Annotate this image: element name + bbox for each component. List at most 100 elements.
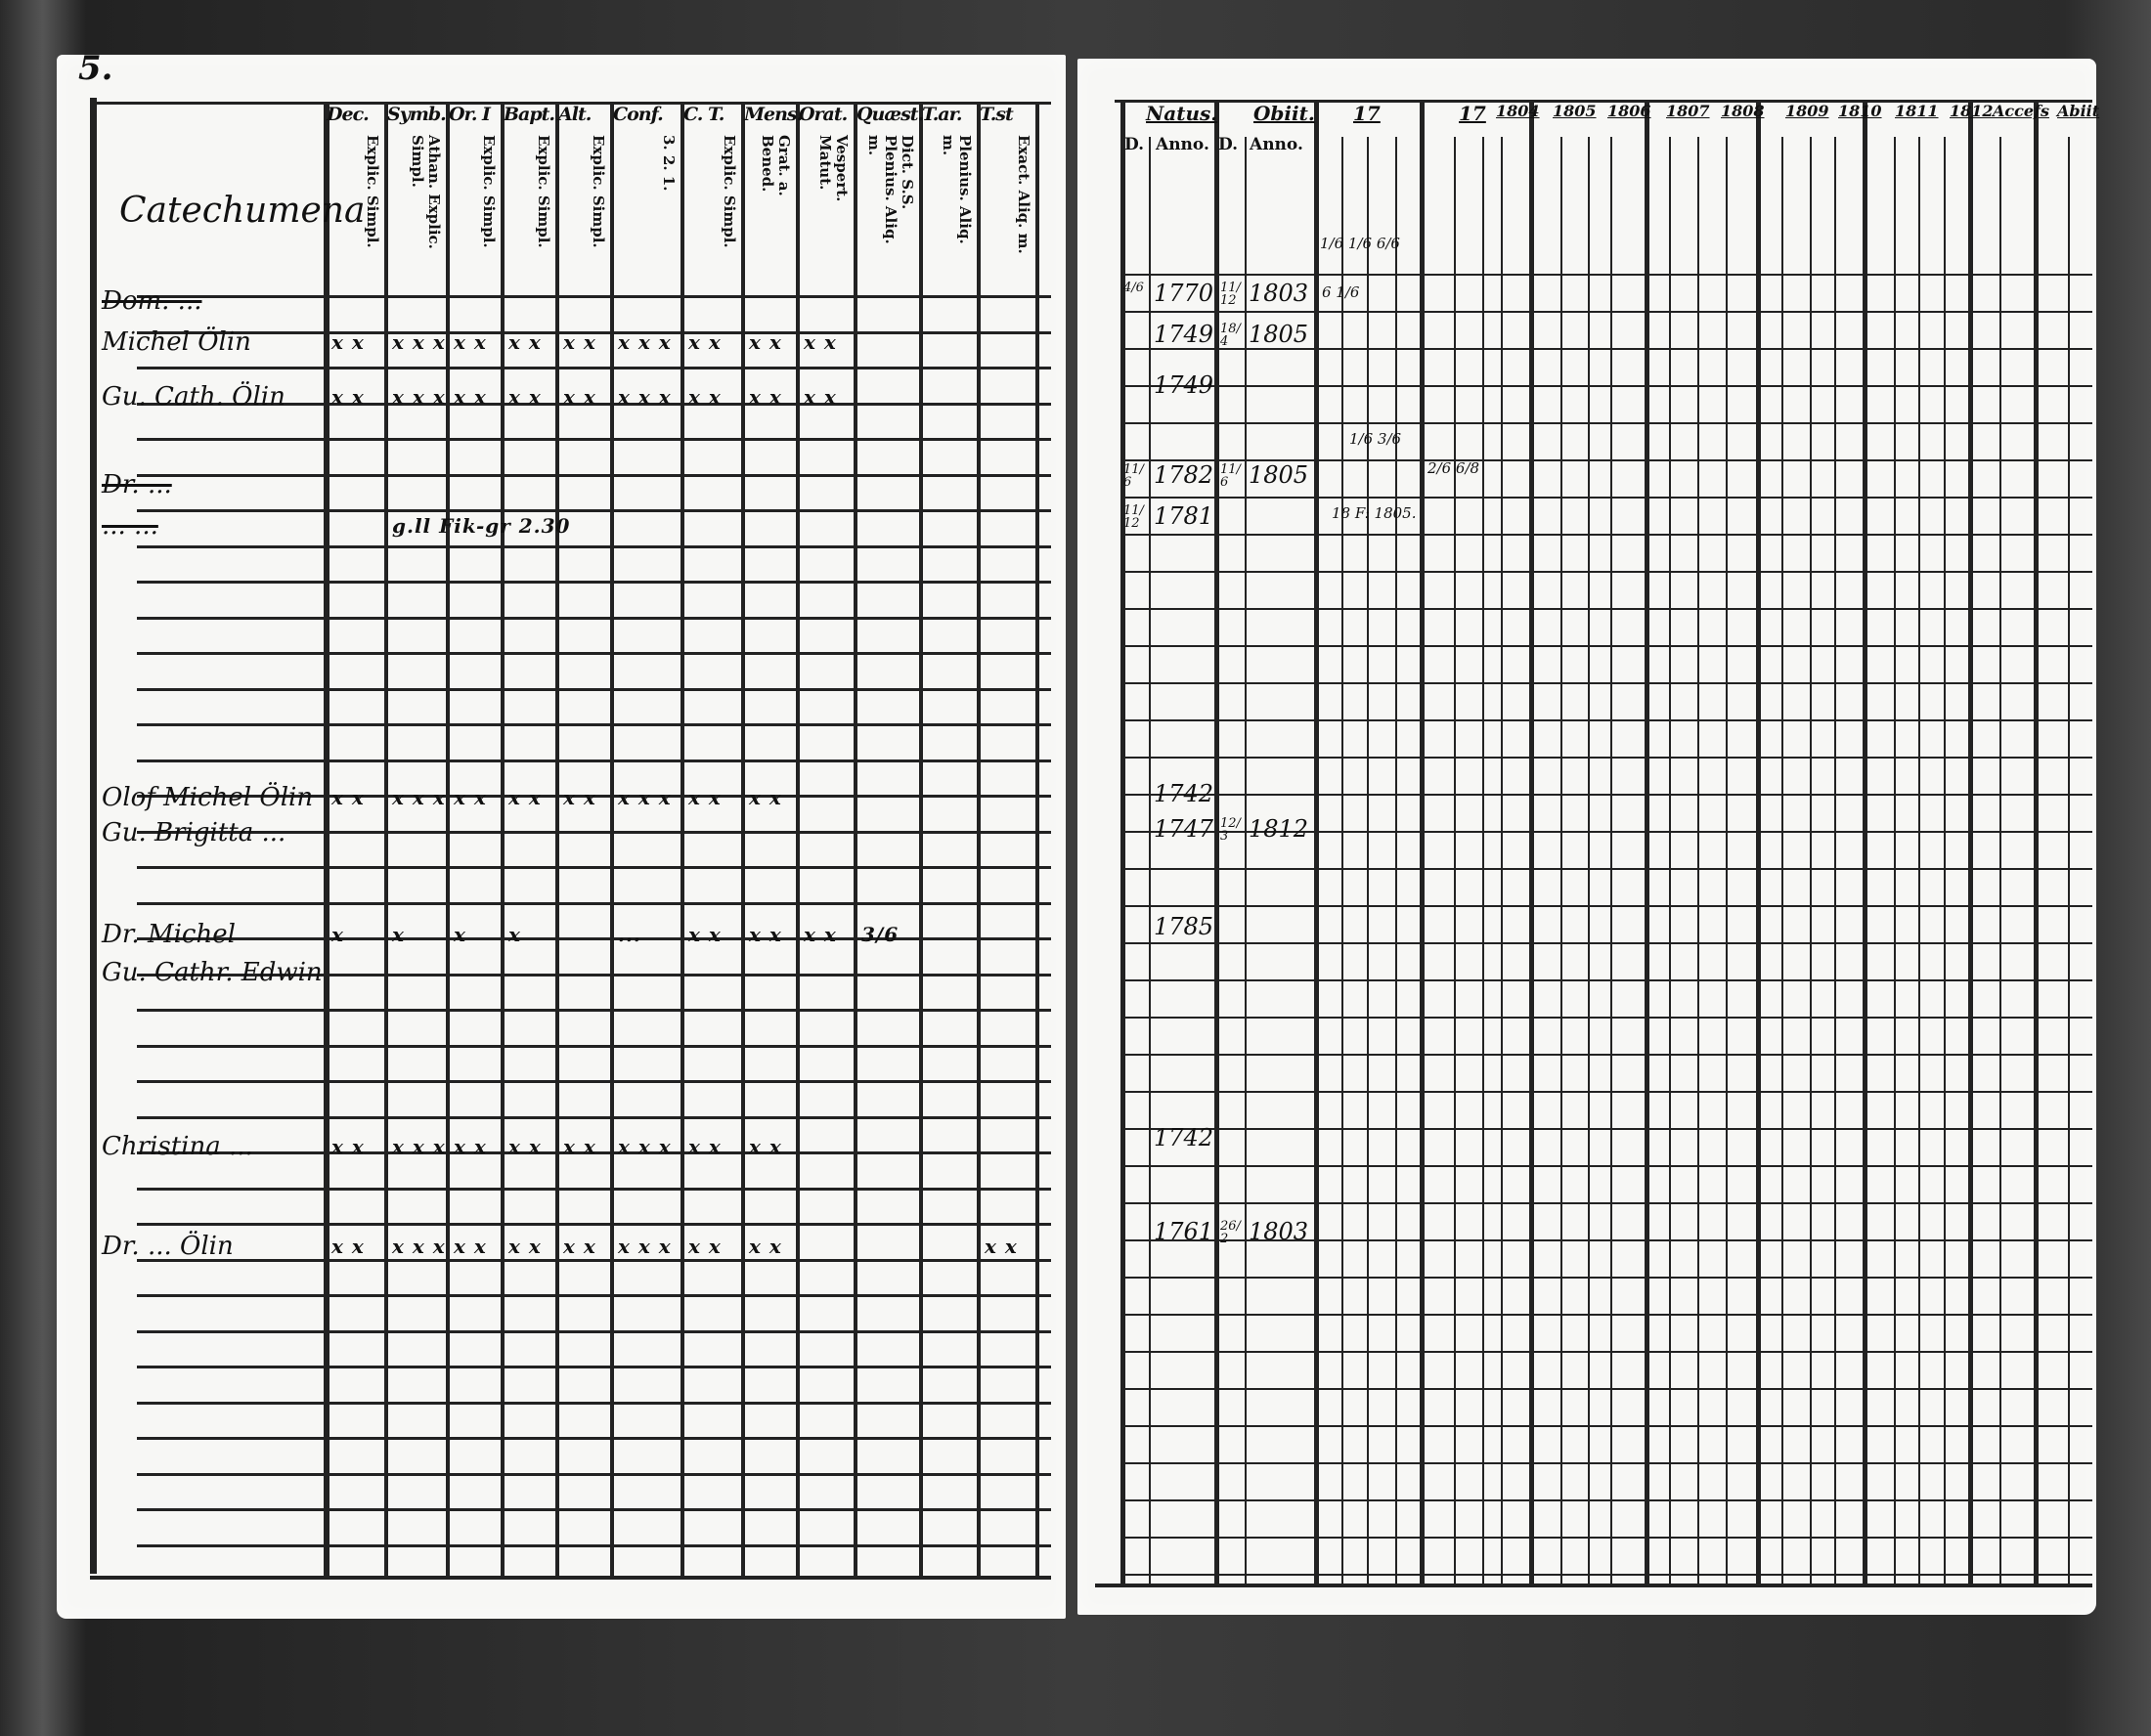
left-page — [57, 55, 1066, 1619]
year-column-header: 1807 — [1666, 102, 1710, 120]
birth-year: 1742 — [1154, 780, 1214, 807]
birth-year: 1749 — [1154, 371, 1214, 399]
person-name: Olof Michel Ölin — [102, 783, 314, 812]
column-rule — [1149, 137, 1151, 1584]
column-rule — [1781, 137, 1783, 1584]
column-rule — [977, 102, 981, 1576]
birth-year: 1785 — [1154, 913, 1214, 940]
row-rule — [137, 1080, 1051, 1083]
year-column-header: 1806 — [1607, 102, 1651, 120]
column-rule — [1726, 137, 1728, 1584]
column-header: T.ar. — [922, 104, 962, 125]
row-rule — [137, 1009, 1051, 1012]
column-header: Symb. — [387, 104, 447, 125]
column-rule — [610, 102, 614, 1576]
column-rule — [1454, 137, 1456, 1584]
year-column-header: Obiit. — [1253, 102, 1315, 125]
death-year: 1803 — [1249, 280, 1309, 307]
column-rule — [1810, 137, 1812, 1584]
catechism-mark: x x — [508, 786, 542, 809]
row-rule — [137, 652, 1051, 655]
column-rule — [2068, 137, 2070, 1584]
row-rule — [1120, 1462, 2092, 1464]
annotation: 18 F: 1805. — [1332, 504, 1417, 522]
row-rule — [1120, 534, 2092, 536]
birth-day: 11/6 — [1123, 462, 1144, 490]
birth-year: 1782 — [1154, 461, 1214, 489]
catechism-mark: x x — [331, 1235, 365, 1258]
column-header: Mens. — [744, 104, 803, 125]
column-subheader: Plenius. Aliq. m. — [940, 135, 974, 244]
person-name: Dr. Michel — [102, 920, 236, 949]
year-column-header: 1810 — [1838, 102, 1882, 120]
header-top-rule — [1115, 100, 2092, 103]
column-rule — [1120, 100, 1125, 1584]
annotation: 2/6 6/8 — [1427, 459, 1480, 477]
column-header: Conf. — [613, 104, 664, 125]
catechism-mark: g.ll Fik-gr 2.30 — [392, 514, 571, 538]
row-rule — [1120, 905, 2092, 907]
death-year: 1803 — [1249, 1218, 1309, 1245]
catechism-mark: x x — [804, 330, 837, 354]
catechism-mark: x x — [749, 786, 782, 809]
column-rule — [854, 102, 857, 1576]
row-rule — [137, 367, 1051, 369]
birth-day: 4/6 — [1123, 281, 1144, 295]
column-subheader: Grat. a. Bened. — [759, 135, 793, 196]
row-rule — [1120, 1239, 2092, 1241]
column-rule — [1035, 102, 1039, 1576]
row-rule — [1120, 1277, 2092, 1279]
row-rule — [1120, 608, 2092, 610]
column-subheader: Athan. Explic. Simpl. — [409, 135, 443, 249]
row-rule — [1120, 757, 2092, 759]
person-name: Gu. Cathr. Edwin — [102, 958, 323, 987]
row-rule — [137, 545, 1051, 548]
birth-year: 1761 — [1154, 1218, 1214, 1245]
birth-year: 1742 — [1154, 1124, 1214, 1151]
row-rule — [1120, 1091, 2092, 1093]
column-subheader: 3. 2. 1. — [660, 135, 678, 192]
year-column-header: 1804 — [1496, 102, 1540, 120]
row-rule — [1120, 571, 2092, 573]
column-header: C. T. — [683, 104, 724, 125]
column-rule — [1314, 100, 1319, 1584]
row-rule — [137, 1544, 1051, 1547]
column-rule — [1501, 137, 1503, 1584]
catechism-mark: x x x — [618, 1135, 672, 1158]
birth-year: 1749 — [1154, 321, 1214, 348]
page-number: 5. — [78, 49, 113, 88]
year-column-header: 17 — [1459, 102, 1486, 125]
row-rule — [137, 1259, 1051, 1262]
annotation: 1/6 3/6 — [1349, 430, 1402, 448]
catechism-mark: x x — [749, 385, 782, 409]
row-rule — [1120, 1314, 2092, 1316]
row-rule — [137, 1151, 1051, 1154]
row-rule — [1120, 311, 2092, 313]
row-rule — [137, 1223, 1051, 1226]
column-subheader: Explic. Simpl. — [364, 135, 381, 248]
catechism-mark: x x — [508, 1135, 542, 1158]
column-rule — [741, 102, 745, 1576]
row-rule — [137, 937, 1051, 940]
column-rule — [1395, 137, 1397, 1584]
row-rule — [1120, 1388, 2092, 1390]
year-column-header: Abiit — [2057, 102, 2100, 120]
catechism-mark: x — [392, 923, 405, 946]
column-rule — [1944, 137, 1946, 1584]
person-name: Dom. ... — [102, 286, 202, 316]
row-rule — [1120, 422, 2092, 424]
catechism-mark: x x — [804, 385, 837, 409]
person-name: Dr. ... — [102, 470, 172, 499]
row-rule — [137, 902, 1051, 905]
death-day: 11/6 — [1220, 462, 1241, 490]
row-rule — [137, 1473, 1051, 1476]
column-rule — [1756, 100, 1761, 1584]
catechism-mark: x x — [985, 1235, 1018, 1258]
row-rule — [1120, 1537, 2092, 1539]
death-day: 26/2 — [1220, 1219, 1241, 1246]
birth-year: 1770 — [1154, 280, 1214, 307]
column-rule — [1214, 100, 1219, 1584]
header-top-rule — [90, 102, 1051, 105]
row-rule — [137, 1294, 1051, 1297]
catechism-mark: x x — [331, 330, 365, 354]
